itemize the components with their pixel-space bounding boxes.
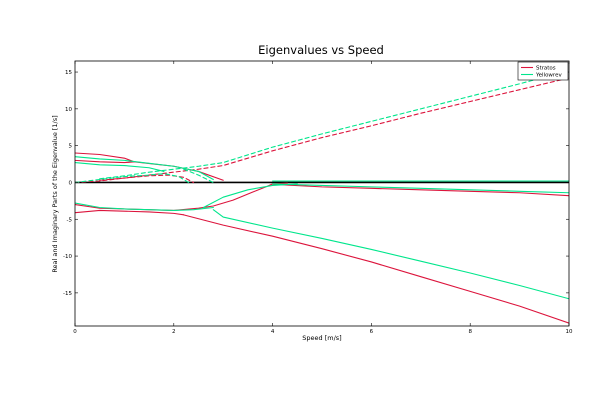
series-line-stratos-real-4 [183,214,569,324]
chart-title: Eigenvalues vs Speed [258,43,384,57]
y-axis-label: Real and Imaginary Parts of the Eigenval… [51,115,59,272]
series-line-stratos-imaginary-7 [99,77,569,181]
x-tick-label: 10 [566,329,573,335]
y-tick-label: -5 [67,217,73,223]
legend-label-yellowrev: Yellowrev [535,73,562,79]
y-tick-label: -15 [63,291,72,297]
series-line-stratos-imaginary-6 [75,174,195,184]
series-line-yellowrev-real-10 [75,202,214,211]
legend-box [517,61,569,81]
series-line-stratos-real-5 [272,183,569,197]
series-line-yellowrev-real-13 [272,183,569,194]
x-tick-label: 8 [468,329,472,335]
plot-frame [74,60,570,327]
series-line-stratos-real-1 [75,159,135,164]
x-tick-label: 0 [73,329,77,335]
series-line-yellowrev-imaginary-16 [99,70,569,180]
series-line-yellowrev-real-12 [212,209,569,300]
series-line-yellowrev-imaginary-15 [75,173,190,184]
legend-label-stratos: Stratos [536,66,556,72]
y-tick-label: 0 [69,180,73,186]
x-tick-label: 2 [172,329,176,335]
y-tick-label: 5 [69,144,73,150]
x-axis-label: Speed [m/s] [302,334,341,342]
series-line-stratos-real-3 [75,182,288,211]
y-tick-label: 10 [65,107,72,113]
series-line-yellowrev-real-11 [202,183,298,209]
series-line-stratos-real-2 [75,209,185,216]
x-tick-label: 4 [271,329,275,335]
y-tick-label: -10 [63,254,72,260]
series-line-yellowrev-imaginary-17 [183,168,214,184]
series-line-yellowrev-real-9 [75,162,165,172]
x-tick-label: 6 [370,329,374,335]
series-line-yellowrev-real-8 [75,156,214,181]
y-tick-label: 15 [65,70,72,76]
